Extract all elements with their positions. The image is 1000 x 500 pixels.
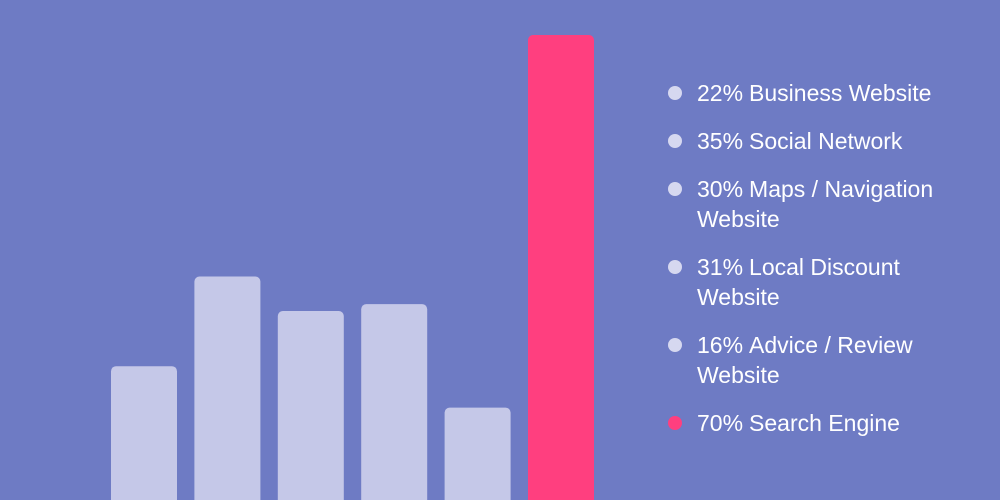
legend-value: 70% — [697, 410, 744, 436]
legend-item: 30% Maps / Navigation Website — [668, 174, 978, 234]
legend-marker — [668, 260, 682, 274]
legend-marker — [668, 182, 682, 196]
bar — [277, 311, 344, 500]
legend-label: Maps / Navigation Website — [697, 176, 934, 232]
legend-label: Business Website — [749, 80, 932, 106]
legend-marker — [668, 416, 682, 430]
legend: 22% Business Website 35% Social Network 30% M… — [668, 78, 978, 438]
legend-text: 31% Local Discount Website — [697, 252, 975, 312]
legend-value: 22% — [697, 80, 744, 106]
bar — [111, 366, 177, 500]
legend-label: Local Discount Website — [697, 254, 900, 310]
legend-text: 30% Maps / Navigation Website — [697, 174, 975, 234]
bar — [444, 407, 511, 500]
legend-text: 16% Advice / Review Website — [697, 330, 975, 390]
legend-marker — [668, 86, 682, 100]
legend-value: 35% — [697, 128, 744, 154]
legend-marker — [668, 134, 682, 148]
legend-item: 16% Advice / Review Website — [668, 330, 978, 390]
legend-text: 70% Search Engine — [697, 408, 975, 438]
legend-item: 22% Business Website — [668, 78, 978, 108]
legend-label: Social Network — [749, 128, 903, 154]
bar — [528, 35, 594, 500]
legend-value: 30% — [697, 176, 744, 202]
legend-value: 31% — [697, 254, 744, 280]
bar — [361, 304, 428, 500]
bar — [194, 276, 261, 500]
legend-text: 22% Business Website — [697, 78, 975, 108]
legend-label: Search Engine — [749, 410, 900, 436]
legend-marker — [668, 338, 682, 352]
legend-label: Advice / Review Website — [697, 332, 913, 388]
legend-item: 70% Search Engine — [668, 408, 978, 438]
legend-value: 16% — [697, 332, 744, 358]
legend-text: 35% Social Network — [697, 126, 975, 156]
legend-item: 35% Social Network — [668, 126, 978, 156]
legend-item: 31% Local Discount Website — [668, 252, 978, 312]
